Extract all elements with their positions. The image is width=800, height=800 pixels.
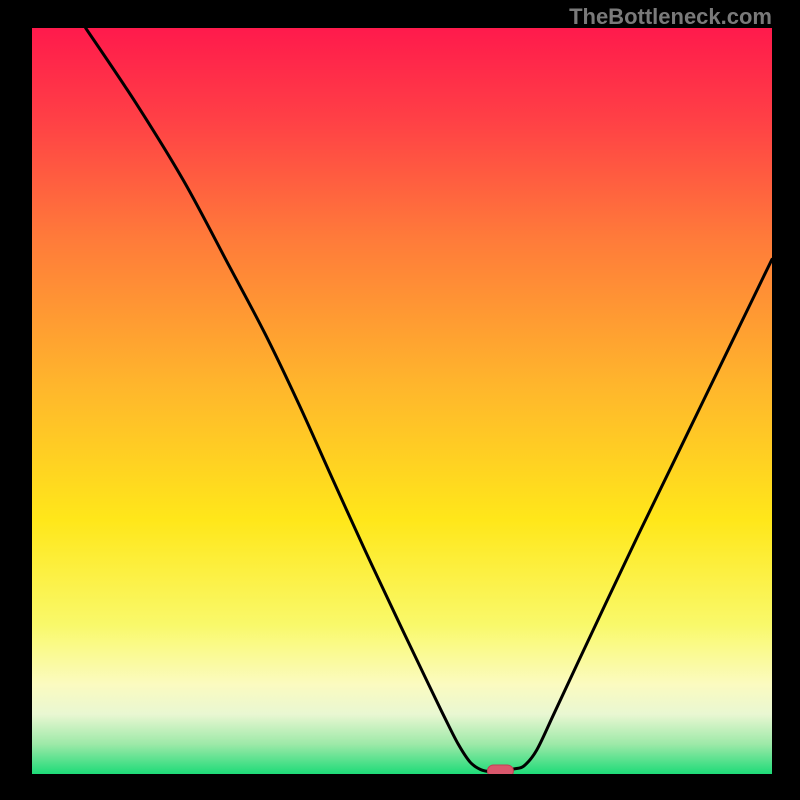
watermark-text: TheBottleneck.com bbox=[569, 4, 772, 30]
optimal-point-marker bbox=[487, 765, 513, 774]
chart-container: TheBottleneck.com bbox=[0, 0, 800, 800]
gradient-background bbox=[32, 28, 772, 774]
plot-svg bbox=[32, 28, 772, 774]
plot-area bbox=[32, 28, 772, 774]
